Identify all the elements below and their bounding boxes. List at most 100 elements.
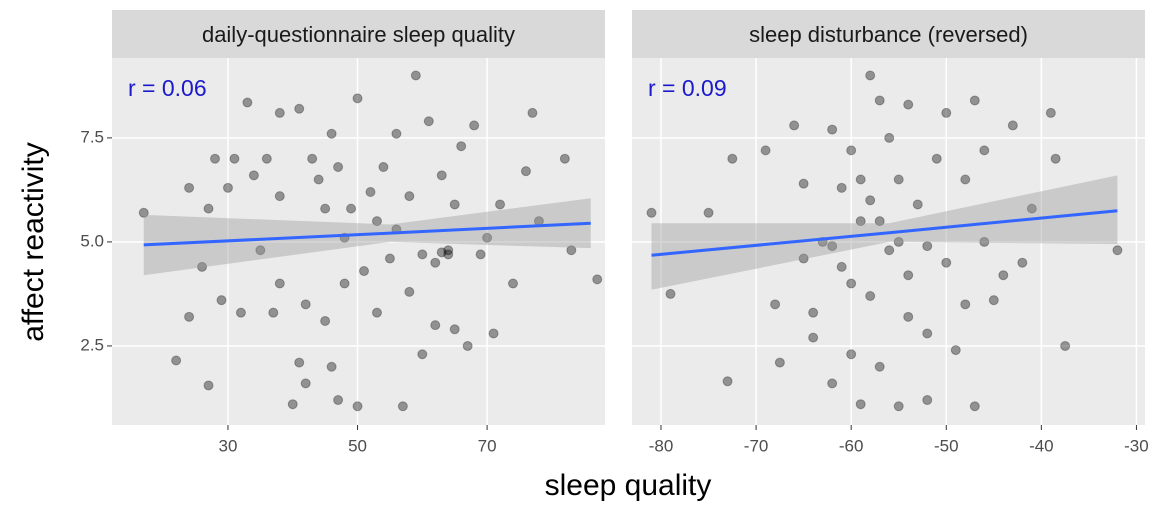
point [836,261,847,272]
point [727,153,738,164]
point [320,203,331,214]
point [836,182,847,193]
point [760,145,771,156]
x-tick-label: 30 [219,436,238,455]
point [229,153,240,164]
point [827,241,838,252]
point [287,399,298,410]
point [798,253,809,264]
point [417,349,428,360]
x-tick-label: 50 [348,436,367,455]
point [979,145,990,156]
point [248,170,259,181]
point [922,328,933,339]
point [874,95,885,106]
point [197,261,208,272]
point [326,361,337,372]
fit-line [143,221,591,247]
point [520,166,531,177]
point [261,153,272,164]
point [865,70,876,81]
point [359,266,370,277]
panel-title: sleep disturbance (reversed) [749,22,1028,47]
point [300,299,311,310]
point [559,153,570,164]
point [931,153,942,164]
point [138,207,149,218]
point [294,357,305,368]
point [430,320,441,331]
point [969,401,980,412]
point [1026,203,1037,214]
x-tick-label: -80 [649,436,674,455]
point [960,174,971,185]
point [566,245,577,256]
point [449,199,460,210]
point [274,107,285,118]
y-axis-label: affect reactivity [17,142,50,342]
point [912,199,923,210]
point [527,107,538,118]
point [646,207,657,218]
point [903,311,914,322]
point [430,257,441,268]
point [313,174,324,185]
point [443,249,454,260]
x-axis-label: sleep quality [545,469,712,502]
point [1007,120,1018,131]
point [268,307,279,318]
point [469,120,480,131]
point [216,295,227,306]
x-tick-label: -70 [744,436,769,455]
y-tick-label: 5.0 [80,231,104,250]
point [235,307,246,318]
point [333,162,344,173]
point [808,307,819,318]
point [592,274,603,285]
panel-title: daily-questionnaire sleep quality [202,22,515,47]
point [294,103,305,114]
point [371,216,382,227]
y-tick-label: 2.5 [80,335,104,354]
point [941,257,952,268]
point [722,376,733,387]
point [846,349,857,360]
strip [632,10,1145,58]
point [462,340,473,351]
point [508,278,519,289]
point [1112,245,1123,256]
point [922,395,933,406]
point [1045,107,1056,118]
point [893,174,904,185]
point [184,311,195,322]
confidence-band [143,198,591,276]
point [1050,153,1061,164]
point [950,345,961,356]
point [346,203,357,214]
point [352,401,363,412]
point [884,132,895,143]
point [874,216,885,227]
point [703,207,714,218]
point [903,99,914,110]
point [960,299,971,310]
point [827,124,838,135]
point [443,245,454,256]
x-tick-label: -40 [1029,436,1054,455]
point [203,380,214,391]
point [307,153,318,164]
x-tick-label: -50 [934,436,959,455]
point [774,357,785,368]
point [893,236,904,247]
point [378,162,389,173]
point [865,195,876,206]
x-tick-label: -30 [1124,436,1149,455]
point [320,315,331,326]
point [436,247,447,258]
point [456,141,467,152]
point [846,278,857,289]
point [274,278,285,289]
point [969,95,980,106]
fit-line [651,209,1118,257]
point [808,332,819,343]
